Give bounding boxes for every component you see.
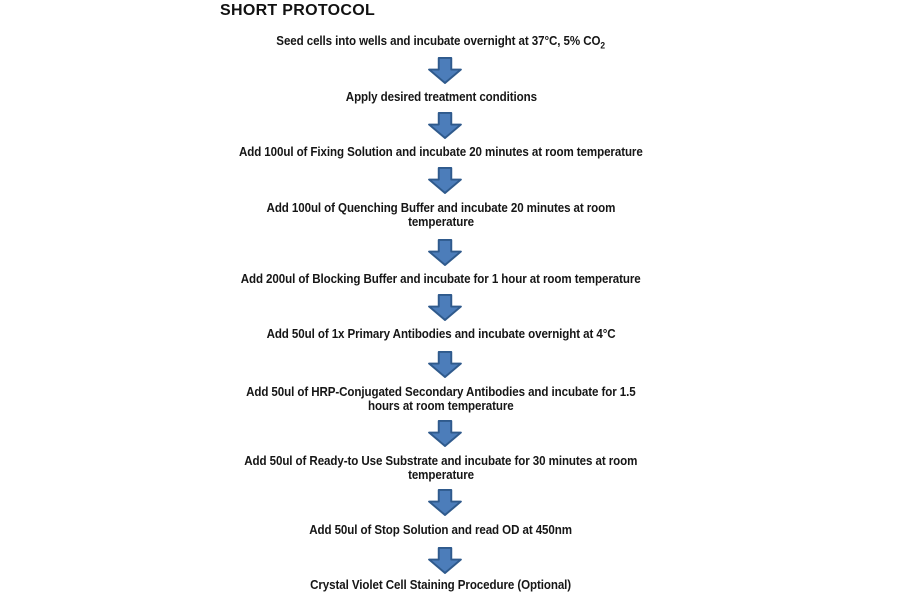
step-text: temperature [408,214,474,229]
step-8: Add 50ul of Ready-to Use Substrate and i… [161,454,721,482]
subscript-2: 2 [600,40,606,52]
step-text: Add 50ul of HRP-Conjugated Secondary Ant… [246,384,636,399]
step-text: Add 50ul of 1x Primary Antibodies and in… [266,326,616,341]
flowchart-column: SHORT PROTOCOL Seed cells into wells and… [161,0,721,594]
down-arrow-icon [428,112,463,139]
down-arrow-icon [428,57,463,84]
step-text: Apply desired treatment conditions [345,89,537,104]
step-1: Seed cells into wells and incubate overn… [161,33,721,51]
step-text: hours at room temperature [368,398,514,413]
down-arrow-icon [428,489,463,516]
step-text: temperature [408,467,474,482]
down-arrow-icon [428,239,463,266]
down-arrow-icon [428,167,463,194]
step-text: Add 100ul of Quenching Buffer and incuba… [266,200,616,215]
step-6: Add 50ul of 1x Primary Antibodies and in… [161,327,721,341]
step-2: Apply desired treatment conditions [161,90,721,104]
step-text: Seed cells into wells and incubate overn… [276,33,606,51]
step-7: Add 50ul of HRP-Conjugated Secondary Ant… [161,385,721,413]
step-text: Crystal Violet Cell Staining Procedure (… [310,577,572,592]
down-arrow-icon [428,420,463,447]
step-9: Add 50ul of Stop Solution and read OD at… [161,523,721,537]
step-text: Add 50ul of Stop Solution and read OD at… [309,522,573,537]
step-text: Add 50ul of Ready-to Use Substrate and i… [244,453,638,468]
down-arrow-icon [428,547,463,574]
down-arrow-icon [428,351,463,378]
step-text-main: Seed cells into wells and incubate overn… [276,33,601,48]
step-5: Add 200ul of Blocking Buffer and incubat… [161,272,721,286]
page-title: SHORT PROTOCOL [220,2,376,19]
down-arrow-icon [428,294,463,321]
step-text: Add 100ul of Fixing Solution and incubat… [239,144,643,159]
step-3: Add 100ul of Fixing Solution and incubat… [161,145,721,159]
step-text: Add 200ul of Blocking Buffer and incubat… [241,271,641,286]
step-10: Crystal Violet Cell Staining Procedure (… [161,578,721,592]
step-4: Add 100ul of Quenching Buffer and incuba… [161,201,721,229]
